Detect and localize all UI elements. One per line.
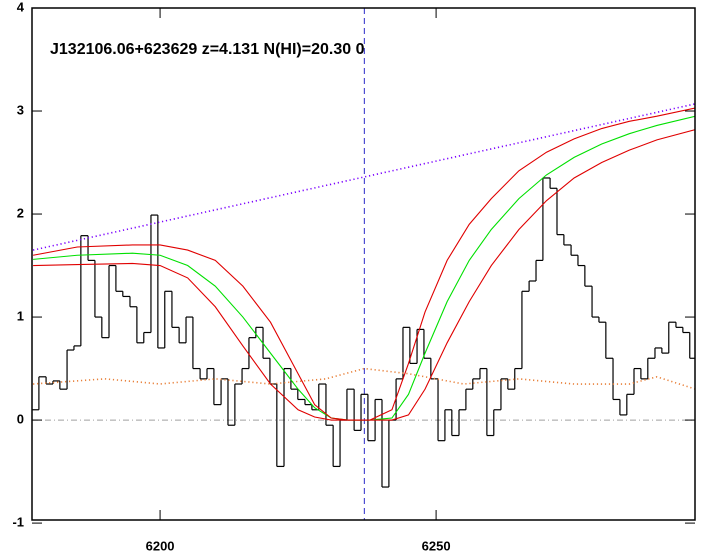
series-line xyxy=(33,107,695,421)
series-line xyxy=(32,103,695,251)
y-tick-label: -1 xyxy=(12,515,24,530)
chart-title: J132106.06+623629 z=4.131 N(HI)=20.30 0 xyxy=(50,41,365,58)
series-line xyxy=(33,129,695,421)
y-tick-label: 1 xyxy=(17,308,24,323)
plot-area xyxy=(32,8,695,520)
series-line xyxy=(33,367,695,390)
x-tick-label: 6200 xyxy=(146,538,175,553)
series-line xyxy=(33,115,695,421)
plot-frame xyxy=(31,7,696,521)
y-tick-label: 2 xyxy=(17,205,24,220)
y-tick-label: 4 xyxy=(17,0,25,14)
y-tick-label: 0 xyxy=(17,412,24,427)
y-tick-label: 3 xyxy=(17,102,24,117)
x-tick-label: 6250 xyxy=(422,538,451,553)
